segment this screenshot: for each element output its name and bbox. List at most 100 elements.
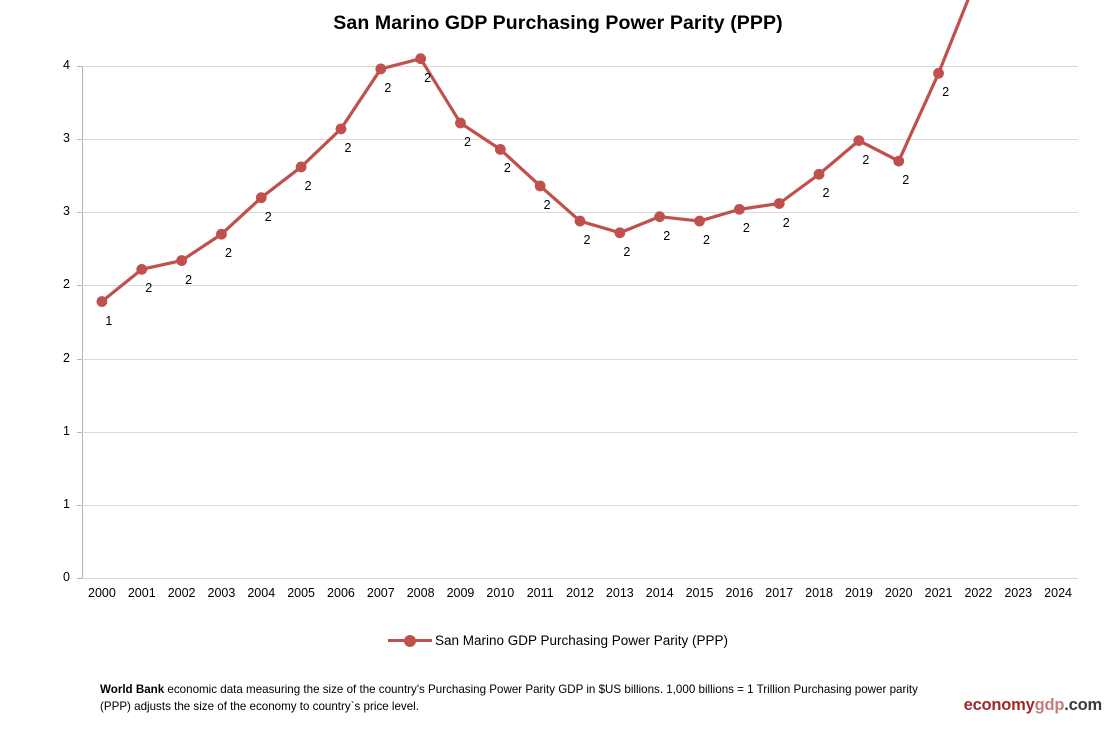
gridline <box>82 578 1078 579</box>
data-point-marker <box>494 143 506 155</box>
brand-logo[interactable]: economygdp.com <box>964 696 1103 715</box>
y-axis-tick <box>77 578 82 579</box>
x-axis-tick-label: 2007 <box>366 586 395 600</box>
data-point-marker <box>574 215 586 227</box>
data-point-label: 2 <box>663 228 671 243</box>
data-point-marker <box>534 180 546 192</box>
data-point-marker <box>853 135 865 147</box>
y-axis-line <box>82 66 83 578</box>
data-point-label: 2 <box>543 197 551 212</box>
data-point-marker <box>335 123 347 135</box>
data-point-label: 1 <box>105 313 113 328</box>
legend-label: San Marino GDP Purchasing Power Parity (… <box>434 632 729 648</box>
data-point-marker <box>176 255 187 266</box>
chart-title: San Marino GDP Purchasing Power Parity (… <box>333 12 783 34</box>
data-point-marker <box>813 168 825 180</box>
brand-part-gdp: gdp <box>1034 696 1065 714</box>
y-axis-tick-label: 1 <box>63 423 70 438</box>
data-point-marker <box>893 155 905 167</box>
data-point-marker <box>255 192 267 204</box>
y-axis-tick-label: 4 <box>63 58 70 72</box>
x-axis-tick-label: 2014 <box>645 586 674 600</box>
brand-part-com: .com <box>1064 696 1102 714</box>
y-axis-tick-label: 2 <box>63 350 70 365</box>
x-axis-tick-label: 2012 <box>566 586 594 600</box>
footnote: World Bank economic data measuring the s… <box>100 682 930 715</box>
gridline <box>82 358 1078 360</box>
plot-area: 12222222222222222222223 <box>77 0 1078 579</box>
data-point-marker <box>933 67 944 79</box>
legend-entry: San Marino GDP Purchasing Power Parity (… <box>387 632 729 648</box>
x-axis-tick-label: 2011 <box>526 586 554 600</box>
data-point-label: 2 <box>424 70 432 85</box>
chart-legend: San Marino GDP Purchasing Power Parity (… <box>0 632 1116 648</box>
x-axis-tick-label: 2023 <box>1004 586 1033 600</box>
data-point-label: 2 <box>942 85 950 100</box>
data-point-label: 2 <box>264 209 272 224</box>
y-axis-tick <box>77 431 82 433</box>
y-axis-tick <box>77 66 82 67</box>
data-point-label: 2 <box>224 246 232 261</box>
y-axis-tick <box>77 358 82 360</box>
x-axis-tick-label: 2000 <box>88 586 116 600</box>
data-point-marker <box>614 227 626 239</box>
gridline <box>82 212 1078 214</box>
data-point-label: 2 <box>463 135 471 150</box>
x-axis-tick-label: 2018 <box>805 586 833 600</box>
data-point-marker <box>295 161 307 173</box>
x-axis-tick-label: 2024 <box>1044 586 1072 600</box>
footnote-text: economic data measuring the size of the … <box>100 683 918 713</box>
x-axis-tick-label: 2004 <box>247 586 276 600</box>
data-point-label: 2 <box>344 140 352 155</box>
data-point-label: 2 <box>583 233 591 248</box>
x-axis-tick-label: 2005 <box>287 586 316 600</box>
data-point-marker <box>694 215 705 227</box>
data-point-marker <box>216 228 227 240</box>
data-point-label: 2 <box>862 152 870 167</box>
x-axis-tick-label: 2021 <box>924 586 953 600</box>
x-axis-tick-label: 2022 <box>964 586 993 600</box>
x-axis-tick-label: 2009 <box>446 586 475 600</box>
data-point-label: 2 <box>304 178 312 193</box>
x-axis-tick-label: 2006 <box>327 586 355 600</box>
x-axis-tick-label: 2010 <box>486 586 515 600</box>
x-axis-tick-label: 2015 <box>685 586 714 600</box>
y-axis-tick <box>77 285 82 287</box>
data-point-marker <box>415 53 427 65</box>
data-point-label: 2 <box>822 186 830 201</box>
gridline <box>82 139 1078 141</box>
gridline <box>82 504 1078 506</box>
y-axis-tick-label: 3 <box>63 204 70 219</box>
data-point-marker <box>375 63 387 75</box>
x-axis-tick-label: 2016 <box>725 586 754 600</box>
legend-dot-icon <box>403 634 416 647</box>
y-axis-tick-label: 1 <box>63 496 70 511</box>
data-point-marker <box>654 211 666 223</box>
y-axis-tick-label: 2 <box>63 277 70 292</box>
x-axis-tick-label: 2013 <box>605 586 634 600</box>
y-axis-tick-label: 3 <box>63 131 70 146</box>
data-point-label: 2 <box>902 173 910 188</box>
y-axis-tick <box>77 212 82 214</box>
data-point-marker <box>773 198 785 209</box>
gridline <box>82 66 1078 67</box>
data-point-label: 2 <box>185 272 193 287</box>
y-axis-tick <box>77 504 82 506</box>
data-point-marker <box>136 263 148 275</box>
x-axis-tick-label: 2002 <box>167 586 196 600</box>
x-axis-tick-label: 2008 <box>406 586 435 600</box>
data-point-label: 2 <box>703 233 710 248</box>
footnote-source: World Bank <box>100 683 165 696</box>
data-point-marker <box>96 296 108 307</box>
x-axis-tick-label: 2001 <box>127 586 156 600</box>
data-point-label: 2 <box>384 80 392 95</box>
y-axis-tick <box>77 139 82 141</box>
gridline <box>82 285 1078 287</box>
data-point-label: 2 <box>742 221 750 236</box>
gridline <box>82 431 1078 433</box>
data-point-label: 2 <box>145 281 153 296</box>
series-line <box>96 0 970 307</box>
data-point-label: 2 <box>623 244 631 259</box>
data-point-marker <box>455 117 466 129</box>
